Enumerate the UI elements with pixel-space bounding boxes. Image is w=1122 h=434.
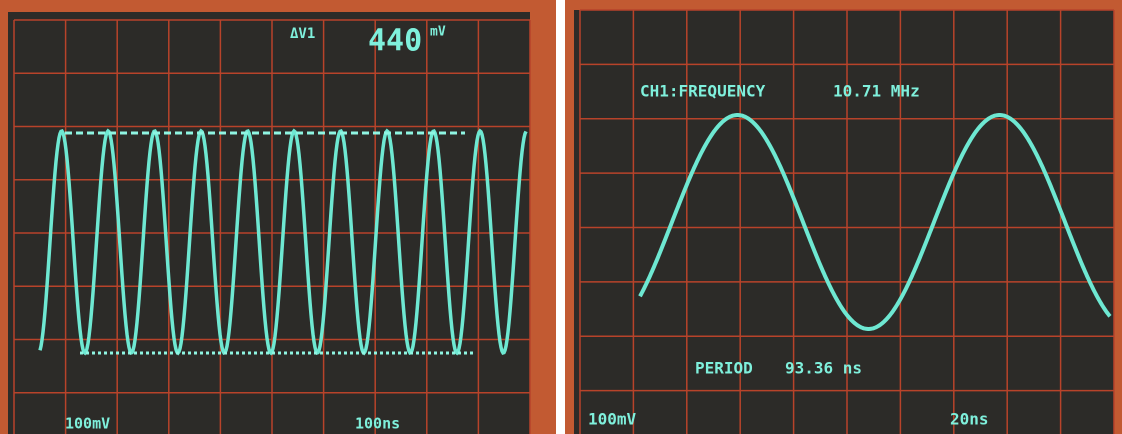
volts-div: 100mV bbox=[588, 410, 637, 429]
volts-div: 100mV bbox=[65, 415, 110, 433]
right-screen: CH1:FREQUENCY 10.71 MHz PERIOD 93.36 ns … bbox=[565, 0, 1122, 434]
frequency: 10.71 MHz bbox=[833, 82, 920, 101]
left-screen: ΔV1 440 mV 100mV 100ns bbox=[0, 0, 556, 434]
period-label: PERIOD bbox=[695, 359, 753, 378]
delta-unit: mV bbox=[430, 25, 446, 40]
time-div: 20ns bbox=[950, 410, 989, 429]
time-div: 100ns bbox=[355, 415, 400, 433]
delta-label: ΔV1 bbox=[290, 26, 315, 42]
delta-value: 440 bbox=[368, 24, 422, 59]
period-value: 93.36 ns bbox=[785, 359, 862, 378]
oscilloscope-photos: ΔV1 440 mV 100mV 100ns CH1:FREQUENCY 10.… bbox=[0, 0, 1122, 434]
measurement: CH1:FREQUENCY bbox=[640, 82, 766, 101]
screen bbox=[8, 12, 530, 434]
